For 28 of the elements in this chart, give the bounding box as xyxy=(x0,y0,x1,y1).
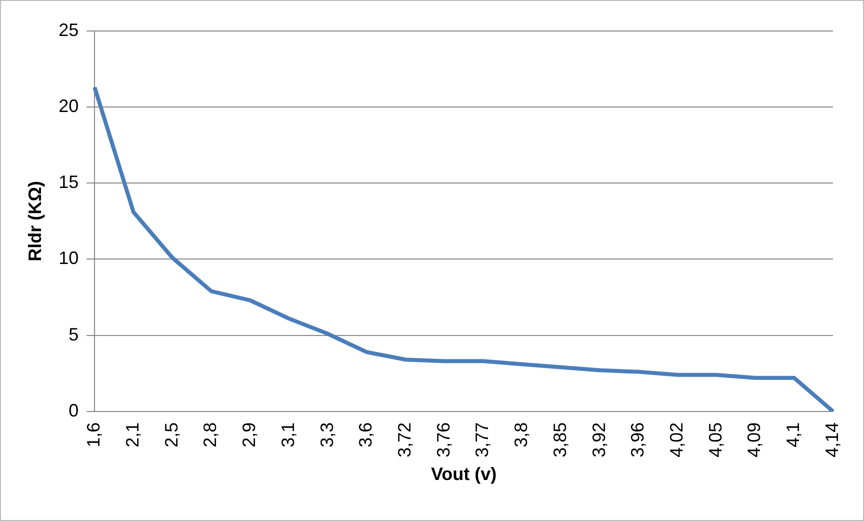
x-tick-label: 2,8 xyxy=(200,422,220,448)
y-tick-label: 5 xyxy=(68,324,79,344)
x-tick-label: 3,77 xyxy=(472,422,492,458)
x-tick-label: 4,05 xyxy=(705,422,726,458)
x-tick-label: 1,6 xyxy=(84,422,104,448)
y-tick-label: 25 xyxy=(58,20,79,40)
x-tick-label: 3,3 xyxy=(316,422,337,448)
y-tick-label: 10 xyxy=(58,248,79,268)
x-axis-title: Vout (v) xyxy=(430,464,497,484)
x-tick-label: 3,8 xyxy=(511,422,532,448)
x-tick-label: 3,92 xyxy=(588,422,609,458)
x-tick-label: 4,02 xyxy=(666,422,687,458)
x-tick-label: 3,96 xyxy=(628,422,648,458)
y-tick-label: 15 xyxy=(58,172,79,192)
y-axis-title: Rldr (KΩ) xyxy=(24,180,45,262)
y-tick-label: 20 xyxy=(58,96,79,116)
x-tick-label: 3,76 xyxy=(433,422,454,458)
x-tick-label: 3,1 xyxy=(278,422,298,448)
x-tick-label: 3,72 xyxy=(394,422,414,458)
x-tick-label: 2,5 xyxy=(161,422,182,448)
x-tick-label: 2,1 xyxy=(122,422,142,448)
x-tick-label: 4,14 xyxy=(822,422,842,458)
x-tick-label: 4,09 xyxy=(744,422,764,458)
x-tick-label: 4,1 xyxy=(783,422,804,448)
y-tick-label: 0 xyxy=(68,400,79,420)
x-tick-label: 3,6 xyxy=(356,422,376,448)
x-tick-label: 3,85 xyxy=(550,422,570,458)
x-tick-label: 2,9 xyxy=(239,422,260,448)
